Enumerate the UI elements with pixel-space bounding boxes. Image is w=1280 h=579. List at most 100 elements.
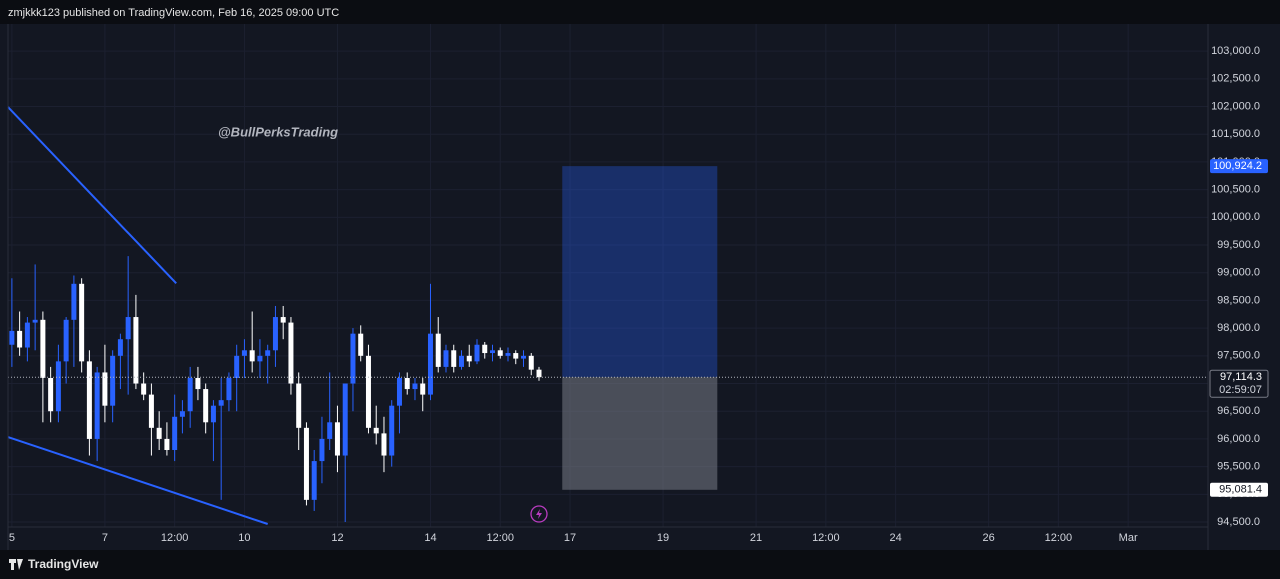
candle-body [272, 317, 278, 351]
candle-body [17, 330, 23, 348]
candle-body [497, 350, 503, 356]
candle-body [513, 353, 519, 359]
candle-body [125, 317, 131, 340]
header-bar [0, 0, 1280, 24]
candle-body [311, 461, 317, 500]
candle-body [164, 438, 170, 450]
y-tick-label: 96,500.0 [1217, 405, 1260, 417]
candle-body [319, 438, 325, 462]
y-tick-label: 102,000.0 [1211, 100, 1260, 112]
y-tick-label: 99,000.0 [1217, 267, 1260, 279]
candle-body [117, 339, 123, 356]
y-tick-label: 100,000.0 [1211, 211, 1260, 223]
x-tick-label: Mar [1119, 532, 1138, 544]
candle-body [24, 322, 30, 348]
candle-body [482, 344, 488, 354]
x-tick-label: 12:00 [812, 532, 840, 544]
candle-body [32, 319, 38, 323]
candle-body [536, 369, 542, 378]
candle-body [528, 355, 534, 370]
logo [9, 559, 23, 570]
candle-body [172, 416, 178, 450]
target-label: 100,924.2 [1213, 160, 1262, 172]
candle-body [94, 372, 100, 439]
candle-body [280, 317, 286, 323]
candle-body [327, 422, 333, 439]
x-tick-label: 12:00 [486, 532, 514, 544]
x-tick-label: 24 [889, 532, 901, 544]
candle-body [102, 372, 108, 406]
header: zmjkkk123 published on TradingView.com, … [8, 7, 339, 19]
candle-body [40, 319, 46, 378]
x-tick-label: 7 [102, 532, 108, 544]
x-tick-label: 21 [750, 532, 762, 544]
candle-body [489, 350, 495, 354]
candle-body [241, 350, 247, 356]
candle-body [249, 350, 255, 362]
candle-body [404, 377, 410, 390]
candle-body [141, 383, 147, 395]
y-tick-label: 98,500.0 [1217, 294, 1260, 306]
x-tick-label: 17 [564, 532, 576, 544]
y-tick-label: 94,500.0 [1217, 516, 1260, 528]
stop-zone [562, 377, 718, 490]
footer-bar [0, 550, 1280, 579]
event-icon[interactable] [530, 505, 548, 523]
countdown: 02:59:07 [1219, 384, 1262, 396]
x-tick-label: 19 [657, 532, 669, 544]
footer: TradingView [28, 557, 99, 571]
candle-body [412, 383, 418, 390]
candle-body [226, 377, 232, 401]
candle-body [342, 383, 348, 456]
candle-body [210, 405, 216, 423]
watermark: @BullPerksTrading [218, 124, 338, 139]
candle-body [148, 394, 154, 428]
y-tick-label: 101,500.0 [1211, 128, 1260, 140]
candle-body [389, 405, 395, 456]
candle-body [179, 411, 185, 417]
candle-body [203, 389, 209, 423]
candle-body [474, 344, 480, 362]
candle-body [133, 317, 139, 384]
x-tick-label: 10 [238, 532, 250, 544]
y-tick-label: 100,500.0 [1211, 184, 1260, 196]
y-tick-label: 103,000.0 [1211, 45, 1260, 57]
y-tick-label: 97,500.0 [1217, 350, 1260, 362]
candle-body [373, 427, 379, 434]
candle-body [505, 353, 511, 356]
candle-body [451, 350, 457, 367]
candle-body [55, 361, 61, 412]
candle-body [381, 433, 387, 456]
candle-body [110, 355, 116, 406]
x-tick-label: 26 [982, 532, 994, 544]
y-tick-label: 102,500.0 [1211, 73, 1260, 85]
candle-body [303, 427, 309, 500]
candle-body [458, 355, 464, 367]
candle-body [296, 383, 302, 428]
candle-body [86, 361, 92, 439]
trend-line [7, 436, 269, 525]
candle-body [71, 283, 77, 320]
y-tick-label: 96,000.0 [1217, 433, 1260, 445]
candle-body [218, 400, 224, 406]
stop-label: 95,081.4 [1219, 484, 1262, 496]
candle-body [195, 377, 201, 390]
candle-body [396, 377, 402, 406]
candle-body [334, 422, 340, 456]
candle-body [466, 355, 472, 362]
x-tick-label: 12:00 [161, 532, 189, 544]
candle-body [234, 355, 240, 378]
candle-body [420, 383, 426, 395]
candle-body [63, 319, 69, 362]
target-label-box [1210, 159, 1268, 174]
candle-body [435, 333, 441, 367]
candle-body [365, 355, 371, 428]
candle-body [156, 427, 162, 439]
candle-body [9, 330, 15, 345]
candle-body [257, 355, 263, 362]
stop-label-box [1210, 482, 1268, 497]
event-icon-bolt [536, 509, 542, 519]
candle-body [443, 350, 449, 367]
